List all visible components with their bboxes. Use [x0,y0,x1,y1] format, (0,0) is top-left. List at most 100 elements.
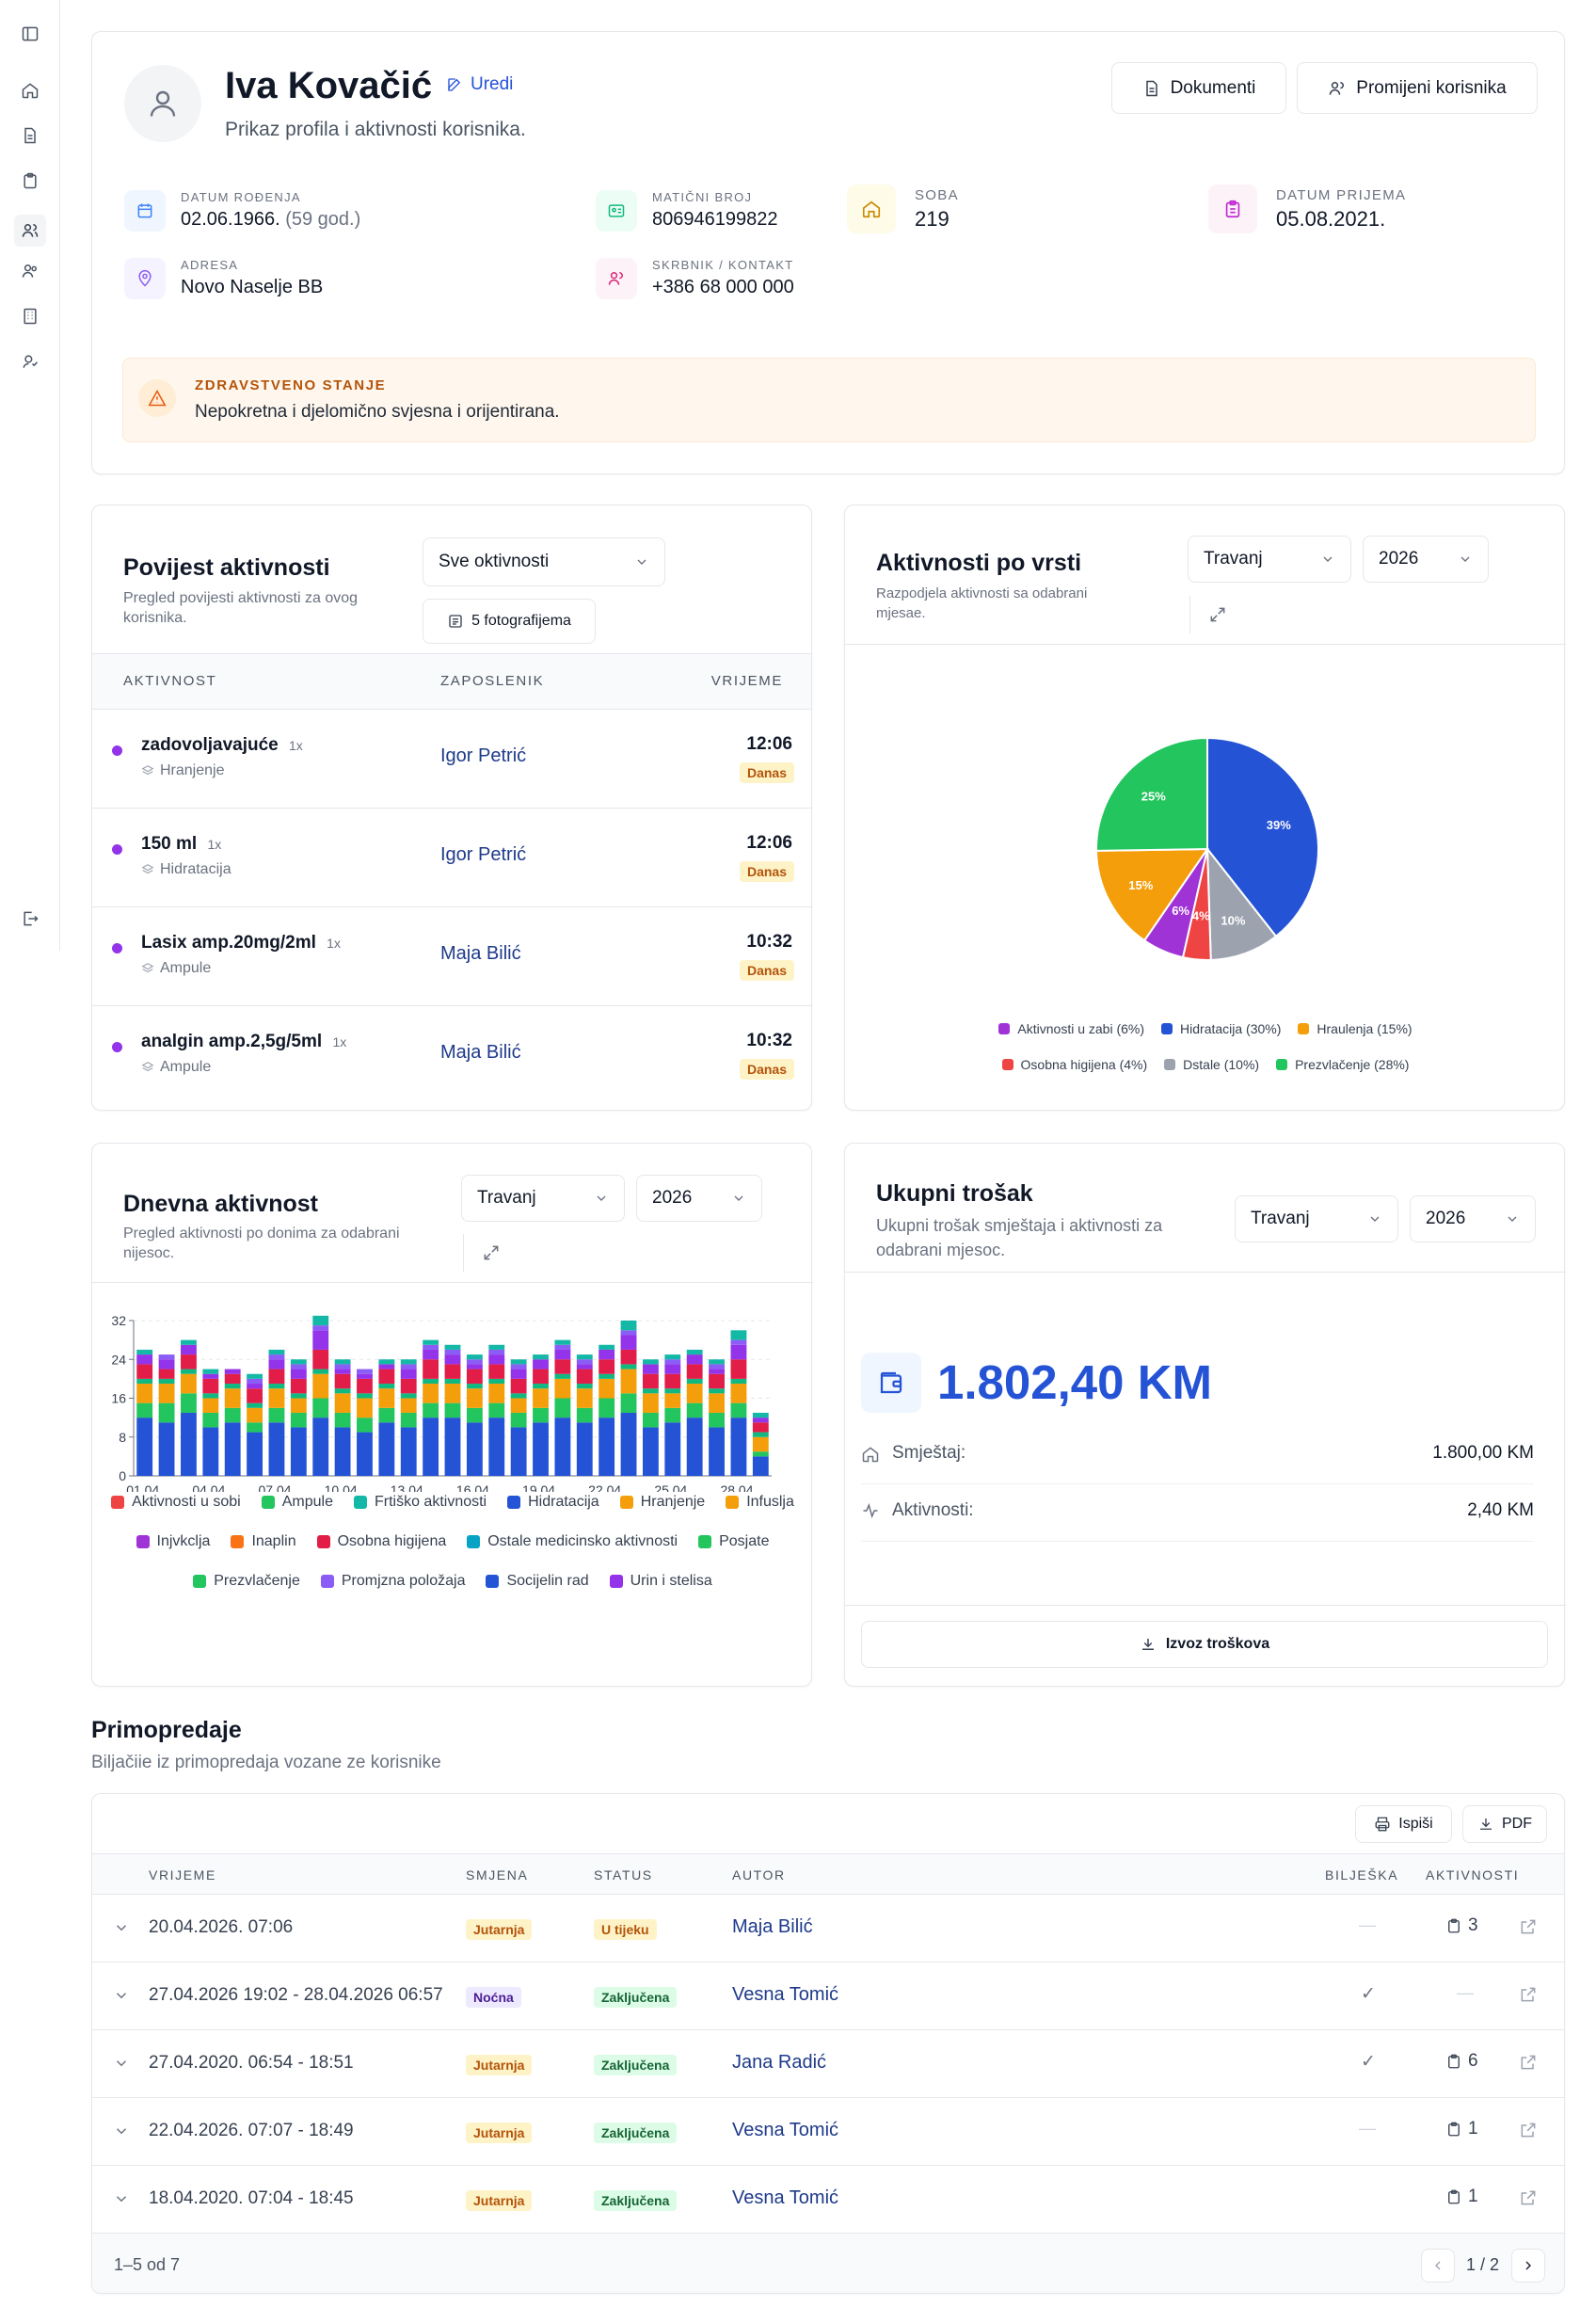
bar-segment[interactable] [466,1388,483,1408]
bar-segment[interactable] [136,1402,153,1418]
bar-segment[interactable] [423,1349,439,1360]
bar-segment[interactable] [312,1418,329,1476]
bar-segment[interactable] [533,1388,549,1408]
bar-segment[interactable] [620,1369,637,1394]
bar-segment[interactable] [357,1398,373,1418]
users-icon[interactable] [14,215,46,247]
bar-segment[interactable] [510,1398,527,1413]
bar-segment[interactable] [686,1349,703,1355]
bar-segment[interactable] [752,1412,769,1418]
bar-segment[interactable] [642,1373,659,1389]
bar-segment[interactable] [533,1407,549,1423]
bar-segment[interactable] [423,1384,439,1403]
bar-segment[interactable] [290,1393,307,1399]
author-link[interactable]: Vesna Tomić [732,1984,839,2005]
list-item[interactable]: zadovoljavajuće 1x Hranjenje Igor Petrić… [92,710,811,808]
bar-segment[interactable] [378,1422,395,1476]
bar-segment[interactable] [158,1384,175,1403]
bar-segment[interactable] [576,1354,593,1360]
bar-segment[interactable] [488,1402,505,1418]
bar-segment[interactable] [752,1436,769,1452]
bar-segment[interactable] [400,1364,417,1370]
employee-link[interactable]: Maja Bilić [440,943,521,964]
table-row[interactable]: 27.04.2026 19:02 - 28.04.2026 06:57 Noćn… [92,1963,1564,2029]
bar-segment[interactable] [290,1364,307,1370]
bar-segment[interactable] [752,1432,769,1437]
bar-segment[interactable] [533,1359,549,1370]
bar-segment[interactable] [136,1418,153,1476]
bar-segment[interactable] [224,1422,241,1476]
bar-segment[interactable] [224,1407,241,1423]
bar-segment[interactable] [598,1373,615,1379]
bar-segment[interactable] [510,1359,527,1365]
bar-segment[interactable] [357,1432,373,1476]
bar-segment[interactable] [268,1407,285,1423]
bar-segment[interactable] [247,1378,263,1385]
bar-segment[interactable] [312,1373,329,1399]
year-select[interactable]: 2026 [1363,536,1489,583]
bar-segment[interactable] [378,1359,395,1365]
pie-slice[interactable] [1095,736,1208,852]
bar-segment[interactable] [290,1378,307,1394]
bar-segment[interactable] [620,1335,637,1350]
table-row[interactable]: 27.04.2020. 06:54 - 18:51 Jutarnja Zaklj… [92,2030,1564,2097]
sidebar-toggle-icon[interactable] [19,23,41,45]
bar-segment[interactable] [423,1378,439,1385]
bar-segment[interactable] [598,1418,615,1476]
support-icon[interactable] [19,350,41,373]
bar-segment[interactable] [709,1393,725,1413]
bar-segment[interactable] [312,1325,329,1331]
bar-segment[interactable] [642,1388,659,1394]
bar-segment[interactable] [709,1427,725,1476]
bar-segment[interactable] [158,1378,175,1385]
bar-segment[interactable] [247,1373,263,1379]
bar-segment[interactable] [709,1412,725,1428]
month-select[interactable]: Travanj [461,1175,625,1222]
bar-segment[interactable] [268,1354,285,1360]
clipboard-icon[interactable] [19,169,41,192]
bar-segment[interactable] [268,1422,285,1476]
open-external-icon[interactable] [1519,2121,1538,2139]
bar-segment[interactable] [709,1373,725,1389]
bar-segment[interactable] [202,1412,219,1428]
bar-segment[interactable] [444,1349,461,1355]
bar-segment[interactable] [510,1393,527,1399]
bar-segment[interactable] [709,1364,725,1370]
bar-segment[interactable] [423,1344,439,1350]
bar-segment[interactable] [686,1364,703,1379]
year-select[interactable]: 2026 [1410,1195,1536,1242]
bar-segment[interactable] [554,1378,571,1399]
bar-segment[interactable] [423,1418,439,1476]
bar-segment[interactable] [312,1315,329,1326]
activity-filter-select[interactable]: Sve oktivnosti [423,537,665,586]
bar-segment[interactable] [730,1378,747,1385]
bar-segment[interactable] [312,1398,329,1418]
bar-segment[interactable] [488,1384,505,1403]
bar-segment[interactable] [247,1402,263,1408]
bar-segment[interactable] [488,1344,505,1350]
month-select[interactable]: Travanj [1188,536,1351,583]
bar-segment[interactable] [400,1359,417,1365]
bar-segment[interactable] [181,1412,197,1476]
bar-segment[interactable] [642,1364,659,1374]
bar-segment[interactable] [642,1359,659,1365]
bar-segment[interactable] [334,1373,351,1389]
bar-segment[interactable] [202,1427,219,1476]
bar-segment[interactable] [444,1378,461,1385]
bar-segment[interactable] [730,1339,747,1345]
document-icon[interactable] [19,124,41,147]
bar-segment[interactable] [400,1393,417,1399]
bar-segment[interactable] [488,1354,505,1365]
bar-segment[interactable] [290,1359,307,1365]
bar-segment[interactable] [664,1364,681,1374]
bar-segment[interactable] [510,1364,527,1370]
bar-segment[interactable] [576,1369,593,1385]
bar-segment[interactable] [730,1418,747,1476]
bar-segment[interactable] [268,1359,285,1370]
bar-segment[interactable] [247,1384,263,1389]
bar-segment[interactable] [312,1330,329,1350]
bar-segment[interactable] [444,1384,461,1403]
bar-segment[interactable] [181,1373,197,1394]
bar-segment[interactable] [268,1384,285,1389]
bar-segment[interactable] [423,1339,439,1345]
